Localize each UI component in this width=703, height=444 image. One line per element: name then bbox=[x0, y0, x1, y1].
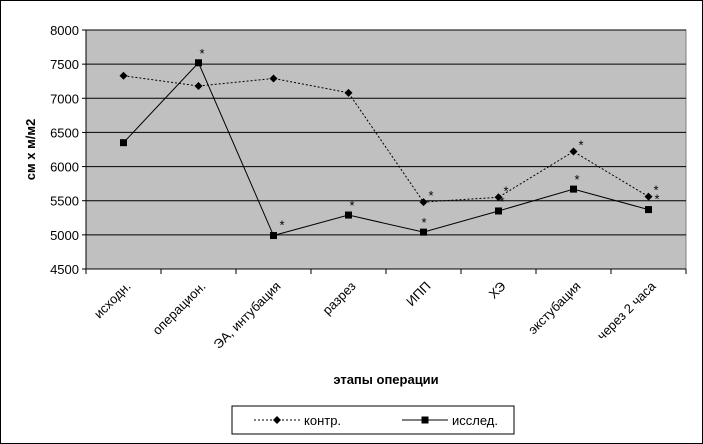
data-point bbox=[269, 74, 278, 83]
data-point bbox=[120, 139, 127, 147]
y-tick-label: 7500 bbox=[50, 57, 79, 72]
significance-marker: * bbox=[500, 194, 505, 209]
data-point bbox=[644, 192, 653, 201]
y-tick-label: 5500 bbox=[50, 194, 79, 209]
series-line bbox=[123, 61, 649, 237]
y-tick-label: 6000 bbox=[50, 160, 79, 175]
data-point bbox=[194, 81, 203, 90]
significance-marker: * bbox=[655, 192, 660, 207]
y-tick-label: 8000 bbox=[50, 23, 79, 38]
x-axis-title: этапы операции bbox=[333, 372, 438, 387]
series-line bbox=[123, 75, 649, 203]
data-point bbox=[419, 198, 428, 207]
y-axis-title: см х м/м2 bbox=[23, 119, 38, 180]
significance-marker: * bbox=[504, 183, 509, 198]
significance-marker: * bbox=[654, 183, 659, 198]
data-point bbox=[495, 207, 502, 215]
data-point bbox=[569, 147, 578, 156]
y-tick-label: 4500 bbox=[50, 262, 79, 277]
data-point bbox=[270, 232, 277, 240]
significance-marker: * bbox=[429, 188, 434, 203]
significance-marker: * bbox=[575, 172, 580, 187]
y-tick-label: 7000 bbox=[50, 91, 79, 106]
data-point bbox=[570, 185, 577, 193]
data-point bbox=[494, 193, 503, 202]
y-tick-label: 5000 bbox=[50, 228, 79, 243]
significance-marker: * bbox=[200, 46, 205, 61]
data-point bbox=[344, 88, 353, 97]
legend-label: контр. bbox=[304, 413, 341, 428]
data-point bbox=[645, 206, 652, 214]
legend-marker bbox=[421, 416, 429, 424]
legend-label: исслед. bbox=[452, 413, 498, 428]
plot-area bbox=[85, 29, 687, 270]
legend: контр. исслед. bbox=[231, 405, 515, 435]
significance-marker: * bbox=[422, 215, 427, 230]
legend-marker bbox=[273, 416, 281, 424]
data-point bbox=[345, 211, 352, 219]
significance-marker: * bbox=[579, 138, 584, 153]
significance-marker: * bbox=[280, 218, 285, 233]
data-point bbox=[420, 228, 427, 236]
y-tick-label: 6500 bbox=[50, 125, 79, 140]
significance-marker: * bbox=[350, 198, 355, 213]
data-point bbox=[119, 71, 128, 80]
data-point bbox=[195, 59, 202, 67]
